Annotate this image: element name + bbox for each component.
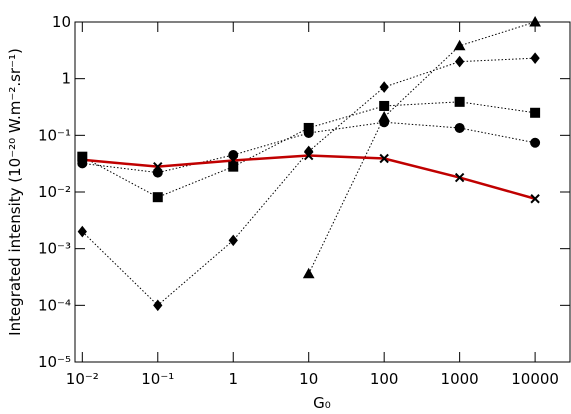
y-tick-label: 10⁻⁴ xyxy=(38,296,71,314)
marker xyxy=(304,150,314,161)
marker xyxy=(77,155,88,165)
marker xyxy=(302,267,315,279)
y-axis-label: Integrated intensity (10⁻²⁰ W.m⁻².sr⁻¹) xyxy=(6,48,24,336)
marker xyxy=(453,39,466,51)
x-tick-label: 10⁻¹ xyxy=(141,370,174,388)
y-tick-label: 10⁻² xyxy=(38,183,71,201)
marker xyxy=(454,122,465,133)
marker xyxy=(530,107,541,118)
marker xyxy=(153,299,163,312)
y-tick-label: 10 xyxy=(52,13,71,31)
marker xyxy=(379,153,389,164)
marker xyxy=(454,96,465,107)
marker xyxy=(77,225,87,238)
marker xyxy=(152,192,163,203)
x-tick-label: 1000 xyxy=(441,370,479,388)
y-tick-label: 1 xyxy=(61,70,71,88)
x-axis-label: G₀ xyxy=(313,394,331,412)
x-tick-label: 10 xyxy=(299,370,318,388)
marker xyxy=(454,55,465,68)
y-tick-label: 10⁻¹ xyxy=(38,126,71,144)
marker xyxy=(228,234,238,247)
marker xyxy=(152,167,163,178)
x-tick-label: 10000 xyxy=(511,370,559,388)
marker xyxy=(530,137,541,148)
marker xyxy=(153,161,163,172)
y-tick-label: 10⁻³ xyxy=(38,240,71,258)
series-line xyxy=(308,22,536,275)
marker xyxy=(529,15,541,27)
marker xyxy=(378,111,391,122)
marker xyxy=(454,172,465,183)
marker xyxy=(530,194,540,204)
y-tick-label: 10⁻⁵ xyxy=(38,353,71,371)
marker xyxy=(228,155,238,166)
marker xyxy=(228,161,239,172)
plot-frame xyxy=(74,21,571,363)
marker xyxy=(379,81,389,93)
marker xyxy=(303,127,314,138)
x-tick-label: 1 xyxy=(228,370,238,388)
series-line xyxy=(82,154,536,200)
marker xyxy=(530,52,540,64)
x-tick-label: 100 xyxy=(370,370,399,388)
marker xyxy=(379,100,390,111)
x-tick-label: 10⁻² xyxy=(66,370,99,388)
